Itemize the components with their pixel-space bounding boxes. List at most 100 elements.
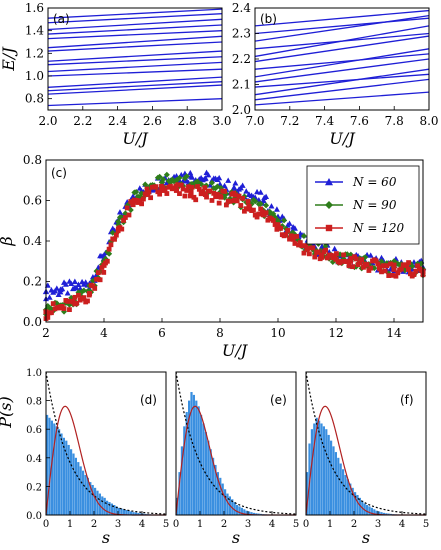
axes-frame-a — [47, 7, 223, 111]
energy-level-line — [47, 8, 223, 19]
scatter-point — [304, 246, 310, 252]
x-tick-label: 2.0 — [38, 114, 57, 128]
energy-level-line — [47, 30, 223, 40]
scatter-point — [187, 193, 193, 199]
scatter-point — [202, 191, 209, 197]
histogram-bar — [188, 400, 191, 515]
scatter-point — [133, 189, 140, 196]
y-tick-label: 0.0 — [26, 511, 42, 522]
scatter-point — [299, 243, 305, 249]
histogram-bar — [380, 512, 383, 515]
histogram-bar — [375, 510, 378, 515]
histogram-bar — [226, 493, 229, 515]
scatter-point — [362, 262, 368, 268]
scatter-point — [334, 251, 339, 256]
x-tick-label: 2.2 — [73, 114, 92, 128]
histogram-bar — [334, 452, 337, 515]
histogram-bar — [137, 512, 140, 515]
x-axis-label: s — [232, 528, 240, 547]
scatter-point — [75, 281, 82, 287]
energy-level-line — [47, 76, 223, 88]
histogram-bar — [58, 429, 61, 515]
histogram-bar — [219, 477, 222, 515]
scatter-point — [101, 262, 107, 268]
scatter-point — [115, 226, 122, 232]
scatter-point — [86, 291, 93, 297]
x-axis-label: U/J — [329, 129, 356, 148]
scatter-point — [285, 228, 291, 233]
scatter-point — [393, 273, 399, 279]
scatter-point — [322, 243, 329, 250]
panel-label-d: (d) — [140, 393, 157, 407]
histogram-bar — [332, 446, 335, 515]
scatter-point — [130, 201, 136, 208]
histogram-bar — [122, 509, 125, 515]
energy-level-line — [47, 24, 223, 35]
energy-level-line — [47, 56, 223, 66]
scatter-point — [331, 245, 338, 252]
histogram-bar — [330, 440, 333, 515]
histogram-bar — [98, 493, 101, 515]
poisson-curve — [305, 371, 427, 515]
scatter-point — [124, 205, 130, 211]
scatter-point — [231, 197, 238, 204]
scatter-point — [344, 259, 350, 264]
legend-marker — [325, 224, 333, 232]
scatter-point — [153, 184, 159, 190]
scatter-point — [173, 177, 180, 184]
scatter-point — [193, 197, 199, 203]
histogram-bar — [385, 513, 388, 515]
scatter-point — [353, 256, 359, 262]
energy-level-line — [47, 35, 223, 49]
histogram-bar — [322, 426, 325, 515]
scatter-point — [310, 245, 316, 251]
histogram-bar — [74, 457, 77, 515]
scatter-point — [258, 206, 264, 212]
y-tick-label: 2.3 — [232, 27, 251, 41]
scatter-point — [232, 180, 239, 186]
histogram-bar — [368, 506, 371, 515]
histogram-bar — [127, 510, 130, 515]
scatter-point — [233, 192, 238, 198]
x-tick-label: 3 — [115, 519, 121, 530]
histogram-bar — [118, 507, 121, 515]
histogram-bar — [94, 487, 97, 515]
scatter-point — [405, 266, 412, 272]
scatter-point — [292, 241, 298, 246]
histogram-bar — [382, 512, 385, 515]
y-tick-label: 0.8 — [23, 153, 42, 167]
scatter-point — [196, 186, 202, 192]
legend-marker — [325, 201, 333, 209]
scatter-point — [225, 177, 232, 183]
histogram-bar — [310, 429, 313, 515]
histogram-bar — [318, 420, 321, 515]
scatter-point — [108, 242, 114, 248]
scatter-point — [275, 222, 281, 228]
histogram-bar — [252, 512, 255, 515]
scatter-point — [246, 204, 252, 210]
scatter-point — [148, 195, 154, 201]
x-tick-label: 5 — [293, 519, 299, 530]
scatter-point — [222, 189, 227, 194]
histogram-bar — [354, 492, 357, 515]
scatter-point — [272, 222, 278, 227]
histogram-bar — [108, 502, 111, 515]
scatter-point — [315, 249, 321, 255]
scatter-point — [156, 173, 163, 180]
scatter-point — [346, 263, 352, 269]
scatter-point — [64, 290, 71, 296]
histogram-bar — [236, 504, 239, 515]
histogram-bar — [346, 479, 349, 515]
x-tick-label: 7.8 — [385, 114, 404, 128]
panel-label-c: (c) — [51, 166, 67, 180]
scatter-point — [251, 207, 256, 213]
energy-level-line — [47, 68, 223, 77]
scatter-point — [119, 226, 125, 232]
scatter-point — [76, 292, 81, 298]
legend: N = 60 N = 90 N = 120 — [306, 165, 420, 245]
scatter-point — [95, 270, 101, 276]
energy-level-line — [254, 9, 430, 27]
scatter-point — [404, 263, 410, 269]
scatter-point — [90, 283, 96, 289]
scatter-point — [297, 240, 303, 246]
